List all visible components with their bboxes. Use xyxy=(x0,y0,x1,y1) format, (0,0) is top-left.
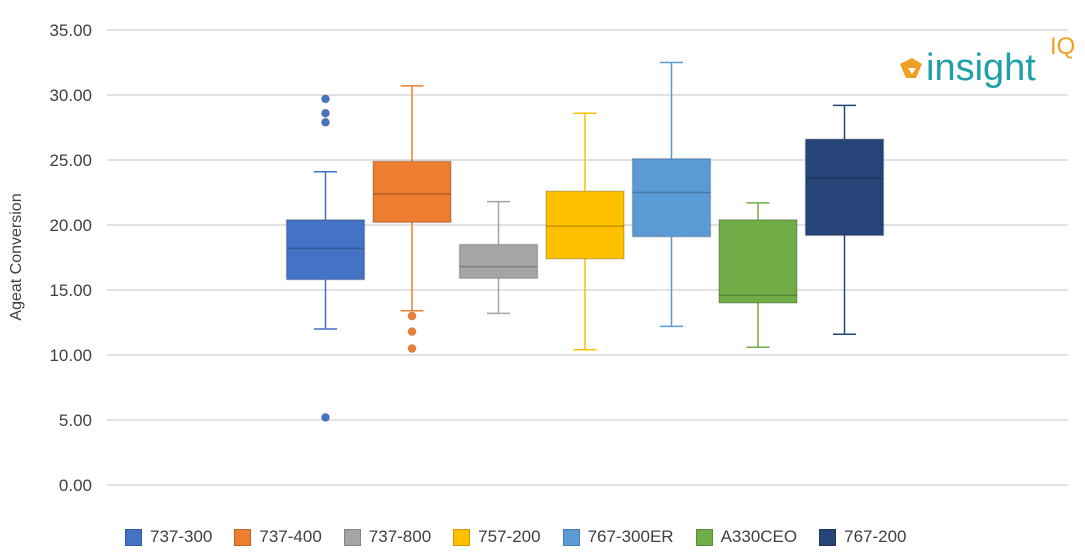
iqr-box xyxy=(631,157,712,238)
legend: 737-300 737-400 737-800 757-200 767-300ER A33… xyxy=(125,527,929,547)
legend-swatch xyxy=(695,528,713,546)
logo-suffix: IQ xyxy=(1050,33,1075,60)
iqr-box xyxy=(718,219,798,304)
legend-swatch xyxy=(234,528,252,546)
outlier-point xyxy=(321,412,330,422)
y-axis-label: Ageat Conversion xyxy=(8,193,25,320)
y-tick-label: 15.00 xyxy=(49,281,92,300)
legend-item: 767-200 xyxy=(819,527,907,547)
outlier-point xyxy=(321,94,330,104)
legend-label: 767-200 xyxy=(844,527,907,546)
y-tick-label: 35.00 xyxy=(49,21,92,40)
legend-label: 757-200 xyxy=(478,527,541,546)
box-A330CEO xyxy=(718,202,798,348)
y-tick-label: 30.00 xyxy=(49,86,92,105)
legend-item: 737-800 xyxy=(343,527,432,547)
y-tick-label: 25.00 xyxy=(49,151,92,170)
box-737-300 xyxy=(285,94,366,422)
legend-item: 767-300ER xyxy=(562,527,674,547)
iqr-box xyxy=(285,219,366,281)
legend-label: 737-300 xyxy=(150,527,213,546)
legend-label: 737-400 xyxy=(259,527,322,546)
legend-swatch xyxy=(819,528,837,546)
y-tick-label: 20.00 xyxy=(49,216,92,235)
insightiq-logo: insight IQ xyxy=(898,30,1078,94)
outlier-point xyxy=(407,311,417,321)
y-tick-label: 0.00 xyxy=(59,476,92,495)
box-737-400 xyxy=(372,85,452,353)
legend-label: 767-300ER xyxy=(587,527,674,546)
box-plot: 0.00 5.00 10.00 15.00 20.00 25.00 30.00 35.00 A… xyxy=(8,21,1068,495)
iqr-box xyxy=(458,243,539,280)
box-767-200 xyxy=(804,104,885,335)
outlier-point xyxy=(407,327,417,337)
legend-item: 737-300 xyxy=(125,527,212,547)
legend-label: 737-800 xyxy=(368,527,432,546)
legend-item: 757-200 xyxy=(453,527,541,547)
outlier-point xyxy=(321,117,330,127)
legend-item: 737-400 xyxy=(234,527,322,547)
iqr-box xyxy=(804,138,885,237)
legend-swatch xyxy=(453,528,471,546)
y-tick-label: 10.00 xyxy=(49,346,92,365)
outlier-point xyxy=(407,344,417,353)
legend-swatch xyxy=(343,528,361,546)
iqr-box xyxy=(372,160,452,224)
box-767-300ER xyxy=(631,61,712,328)
legend-swatch xyxy=(562,528,580,546)
legend-swatch xyxy=(125,528,142,546)
legend-item: A330CEO xyxy=(695,527,798,547)
outlier-point xyxy=(321,108,330,118)
box-737-800 xyxy=(458,200,539,315)
y-tick-label: 5.00 xyxy=(59,411,92,430)
logo-text: insight xyxy=(926,47,1036,89)
iqr-box xyxy=(545,190,625,260)
box-757-200 xyxy=(545,112,625,351)
legend-label: A330CEO xyxy=(720,527,798,546)
